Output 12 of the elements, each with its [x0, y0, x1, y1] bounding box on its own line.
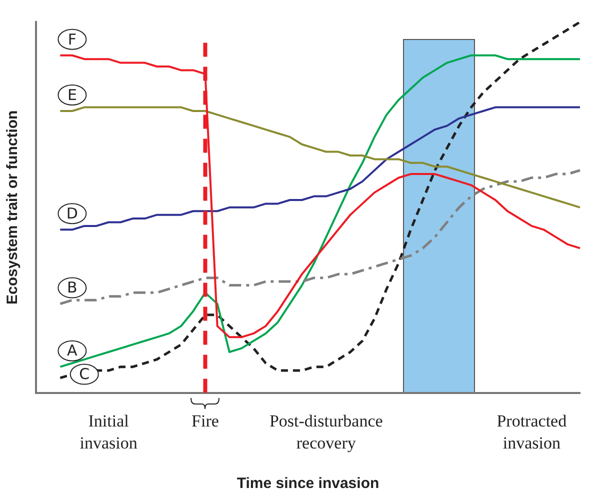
- series-label: D: [66, 204, 78, 223]
- series-label: A: [67, 342, 78, 360]
- series-label: F: [68, 30, 76, 48]
- series-label: E: [67, 86, 77, 104]
- series-label: B: [67, 278, 78, 297]
- x-tick-label: Fire: [192, 411, 219, 430]
- x-tick-label: Initial invasion: [80, 411, 138, 452]
- x-axis-title: Time since invasion: [236, 475, 380, 492]
- x-tick-label: Post-disturbance recovery: [269, 411, 383, 452]
- y-axis-title: Ecosystem trait or function: [4, 110, 22, 304]
- x-tick-label: Protracted invasion: [496, 411, 568, 452]
- legend-label: C: [79, 365, 90, 384]
